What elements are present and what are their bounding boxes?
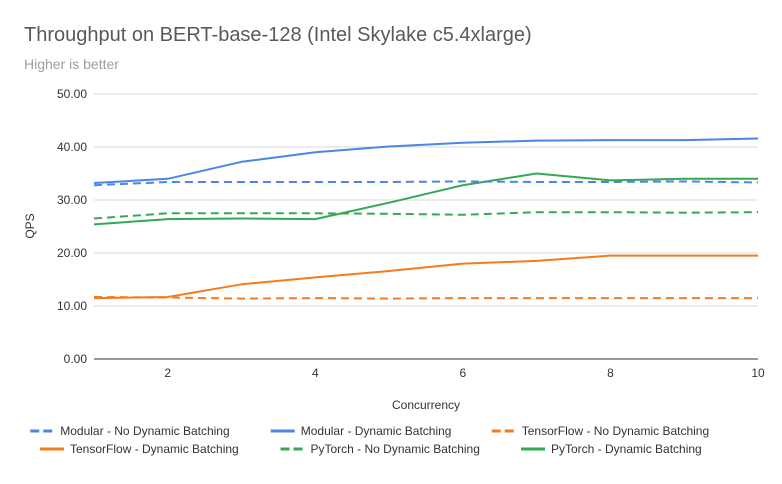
series-lines — [93, 137, 759, 300]
y-axis-ticks: 0.00 10.00 20.00 30.00 40.00 50.00 — [57, 87, 87, 366]
legend-label: PyTorch - Dynamic Batching — [551, 442, 702, 456]
grid-lines — [94, 93, 758, 360]
x-tick-label: 10 — [751, 366, 765, 380]
x-tick-label: 8 — [607, 366, 614, 380]
y-tick-label: 40.00 — [57, 140, 87, 154]
legend-item: Modular - Dynamic Batching — [270, 424, 452, 438]
x-axis-label: Concurrency — [392, 398, 460, 412]
legend-item: TensorFlow - No Dynamic Batching — [491, 424, 709, 438]
legend-label: Modular - No Dynamic Batching — [60, 424, 229, 438]
y-tick-label: 10.00 — [57, 299, 87, 313]
legend-label: TensorFlow - No Dynamic Batching — [522, 424, 709, 438]
series-line-pytorch-no-dynamic-batching — [93, 211, 759, 220]
legend-item: TensorFlow - Dynamic Batching — [40, 442, 239, 456]
legend: Modular - No Dynamic Batching Modular - D… — [30, 424, 709, 456]
legend-item: PyTorch - No Dynamic Batching — [280, 442, 480, 456]
y-tick-label: 50.00 — [57, 87, 87, 101]
series-line-tensorflow-no-dynamic-batching — [93, 296, 758, 300]
series-line-pytorch-dynamic-batching — [93, 172, 758, 226]
x-axis-ticks: 2 4 6 8 10 — [164, 366, 765, 380]
legend-item: PyTorch - Dynamic Batching — [521, 442, 702, 456]
legend-label: Modular - Dynamic Batching — [301, 424, 452, 438]
legend-label: PyTorch - No Dynamic Batching — [311, 442, 480, 456]
y-tick-label: 20.00 — [57, 246, 87, 260]
series-line-tensorflow-dynamic-batching — [93, 254, 758, 300]
y-tick-label: 0.00 — [64, 352, 88, 366]
chart-title: Throughput on BERT-base-128 (Intel Skyla… — [24, 24, 532, 46]
series-line-modular-no-dynamic-batching — [93, 180, 759, 187]
chart-subtitle: Higher is better — [24, 56, 119, 72]
x-tick-label: 2 — [164, 366, 171, 380]
x-tick-label: 4 — [312, 366, 319, 380]
series-line-modular-dynamic-batching — [93, 137, 759, 184]
x-tick-label: 6 — [460, 366, 467, 380]
legend-label: TensorFlow - Dynamic Batching — [70, 442, 239, 456]
y-tick-label: 30.00 — [57, 193, 87, 207]
legend-item: Modular - No Dynamic Batching — [30, 424, 230, 438]
y-axis-label: QPS — [23, 213, 37, 238]
